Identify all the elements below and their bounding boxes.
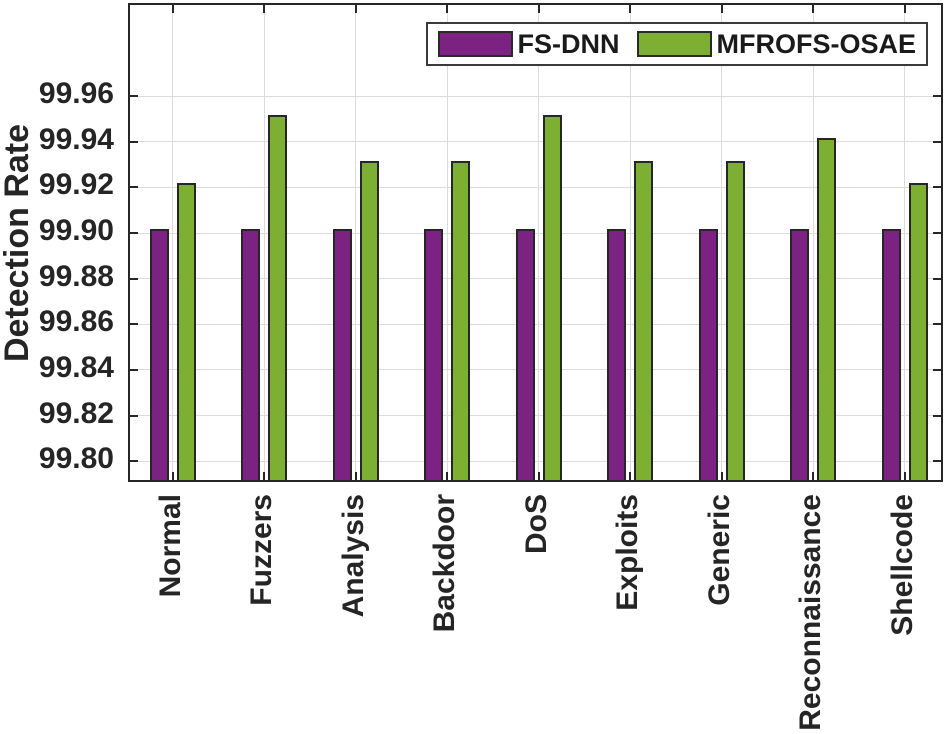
x-tick-mark — [629, 5, 631, 13]
y-tick-mark — [130, 277, 138, 280]
y-tick-label: 99.88 — [38, 259, 114, 293]
bar-mfrofs-osae-shellcode — [908, 183, 928, 480]
y-tick-label: 99.80 — [38, 442, 114, 476]
y-tick-mark — [130, 323, 138, 326]
y-tick-label: 99.82 — [38, 396, 114, 430]
h-gridline — [130, 186, 941, 188]
bar-fs-dnn-backdoor — [424, 229, 443, 480]
x-tick-mark — [354, 472, 357, 480]
h-gridline — [130, 278, 941, 280]
y-tick-label: 99.92 — [38, 168, 114, 202]
y-tick-mark — [933, 95, 941, 98]
y-tick-mark — [933, 232, 941, 235]
bar-fs-dnn-reconnaissance — [790, 229, 809, 480]
h-gridline — [130, 95, 941, 97]
x-tick-mark — [537, 472, 540, 480]
legend-entry-mfrofs-osae: MFROFS-OSAE — [636, 28, 917, 60]
h-gridline — [130, 141, 941, 143]
y-tick-mark — [130, 186, 138, 189]
x-category-label: Fuzzers — [245, 494, 278, 606]
x-tick-mark — [720, 5, 723, 13]
y-tick-label: 99.90 — [38, 214, 114, 248]
v-gridline — [263, 5, 265, 480]
x-tick-mark — [720, 472, 723, 480]
x-category-label: Exploits — [611, 494, 644, 611]
y-tick-mark — [130, 232, 138, 235]
bar-mfrofs-osae-normal — [176, 183, 196, 480]
legend-swatch-fs-dnn — [437, 31, 513, 57]
x-category-label: Analysis — [336, 494, 370, 618]
h-gridline — [130, 369, 941, 371]
h-gridline — [130, 232, 941, 234]
bar-fs-dnn-fuzzers — [241, 229, 260, 480]
y-tick-label: 99.96 — [38, 77, 114, 111]
x-category-label: DoS — [519, 494, 553, 554]
legend-label-fs-dnn: FS-DNN — [517, 28, 620, 59]
y-tick-label: 99.86 — [38, 305, 114, 339]
v-gridline — [172, 5, 173, 480]
y-tick-mark — [130, 140, 138, 143]
h-gridline — [130, 460, 941, 462]
v-gridline — [629, 5, 631, 480]
v-gridline — [355, 5, 356, 480]
legend-swatch-mfrofs-osae — [636, 31, 712, 57]
x-tick-mark — [263, 5, 265, 13]
legend-entry-fs-dnn: FS-DNN — [437, 28, 620, 60]
x-tick-mark — [354, 5, 357, 13]
bar-fs-dnn-analysis — [332, 229, 352, 480]
x-tick-mark — [903, 472, 906, 480]
x-category-label: Shellcode — [885, 494, 919, 636]
bar-mfrofs-osae-analysis — [359, 160, 379, 480]
y-tick-mark — [933, 323, 941, 326]
bar-mfrofs-osae-fuzzers — [268, 115, 287, 480]
x-category-label: Backdoor — [428, 494, 461, 633]
y-tick-mark — [130, 368, 138, 371]
y-tick-label: 99.84 — [38, 350, 114, 384]
legend: FS-DNN MFROFS-OSAE — [425, 22, 928, 66]
v-gridline — [812, 5, 814, 480]
bar-mfrofs-osae-dos — [542, 115, 562, 480]
v-gridline — [904, 5, 905, 480]
y-tick-mark — [130, 460, 138, 463]
bar-fs-dnn-normal — [149, 229, 169, 480]
bar-mfrofs-osae-backdoor — [451, 160, 470, 480]
v-gridline — [538, 5, 539, 480]
x-category-label: Generic — [702, 494, 736, 606]
bar-fs-dnn-generic — [698, 229, 718, 480]
v-gridline — [721, 5, 722, 480]
bar-mfrofs-osae-exploits — [634, 160, 653, 480]
x-tick-mark — [537, 5, 540, 13]
v-gridline — [446, 5, 448, 480]
x-tick-mark — [812, 5, 814, 13]
bar-fs-dnn-exploits — [607, 229, 626, 480]
y-tick-mark — [933, 414, 941, 417]
y-tick-label: 99.94 — [38, 122, 114, 156]
y-tick-mark — [933, 460, 941, 463]
y-tick-mark — [130, 414, 138, 417]
bar-mfrofs-osae-generic — [725, 160, 745, 480]
bar-fs-dnn-shellcode — [881, 229, 901, 480]
x-tick-mark — [903, 5, 906, 13]
y-tick-mark — [933, 186, 941, 189]
h-gridline — [130, 415, 941, 417]
y-tick-mark — [933, 368, 941, 371]
bar-mfrofs-osae-reconnaissance — [817, 137, 836, 480]
x-tick-mark — [171, 5, 174, 13]
h-gridline — [130, 323, 941, 325]
x-tick-mark — [171, 472, 174, 480]
x-tick-mark — [629, 472, 631, 480]
y-tick-mark — [130, 95, 138, 98]
x-category-label: Reconnaissance — [794, 494, 827, 731]
y-tick-mark — [933, 140, 941, 143]
x-tick-mark — [446, 472, 448, 480]
plot-area: FS-DNN MFROFS-OSAE — [128, 3, 943, 482]
x-tick-mark — [263, 472, 265, 480]
x-tick-mark — [446, 5, 448, 13]
y-tick-mark — [933, 277, 941, 280]
bar-fs-dnn-dos — [515, 229, 535, 480]
x-tick-mark — [812, 472, 814, 480]
legend-label-mfrofs-osae: MFROFS-OSAE — [716, 28, 917, 59]
x-category-label: Normal — [153, 494, 187, 598]
